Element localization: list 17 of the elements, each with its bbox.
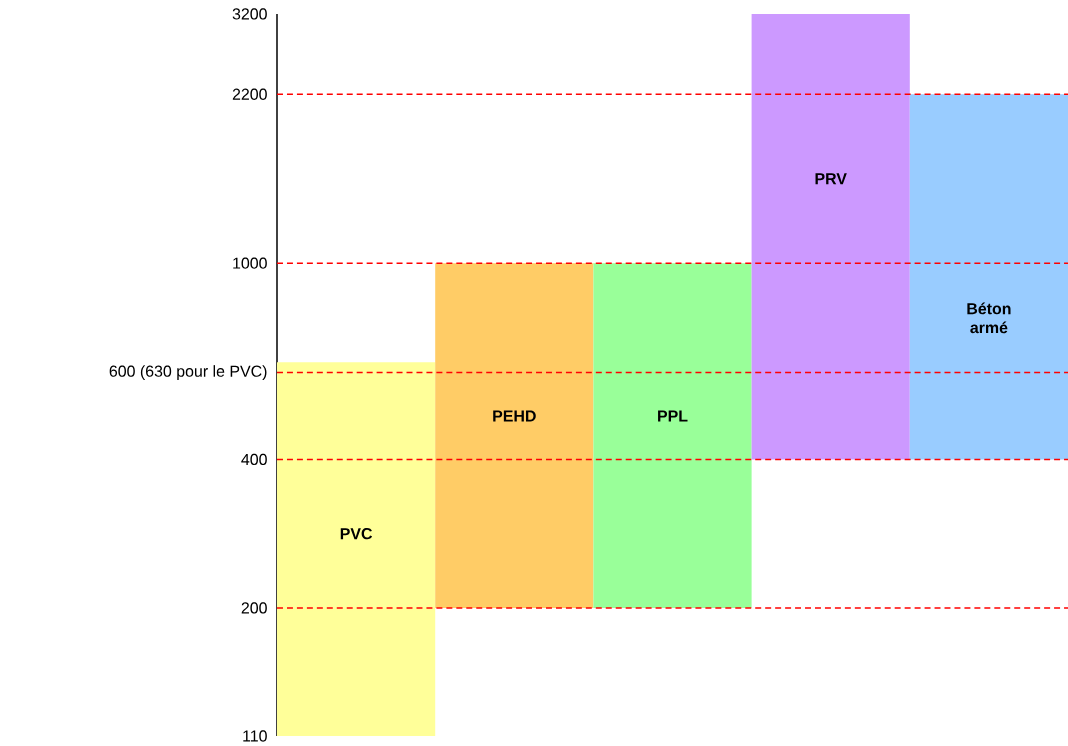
bar (435, 263, 594, 608)
x-tick-label: PPL (658, 410, 688, 422)
y-tick-label: 2200 (232, 88, 267, 100)
y-tick-label: 110 (243, 730, 267, 742)
x-tick-label: Béton armé (967, 302, 1011, 334)
bar (593, 263, 752, 608)
x-tick-label: PEHD (493, 410, 536, 422)
bar (277, 362, 436, 736)
y-tick-label: 1000 (233, 257, 267, 269)
y-tick-label: 600 (630 pour le PVC) (109, 365, 267, 380)
y-tick-label: 3200 (232, 8, 267, 20)
x-tick-label: PRV (815, 173, 847, 185)
x-tick-label: PVC (340, 528, 373, 540)
y-tick-label: 400 (241, 453, 267, 466)
bar (909, 94, 1068, 460)
y-tick-label: 200 (241, 602, 267, 614)
bar (751, 13, 910, 460)
